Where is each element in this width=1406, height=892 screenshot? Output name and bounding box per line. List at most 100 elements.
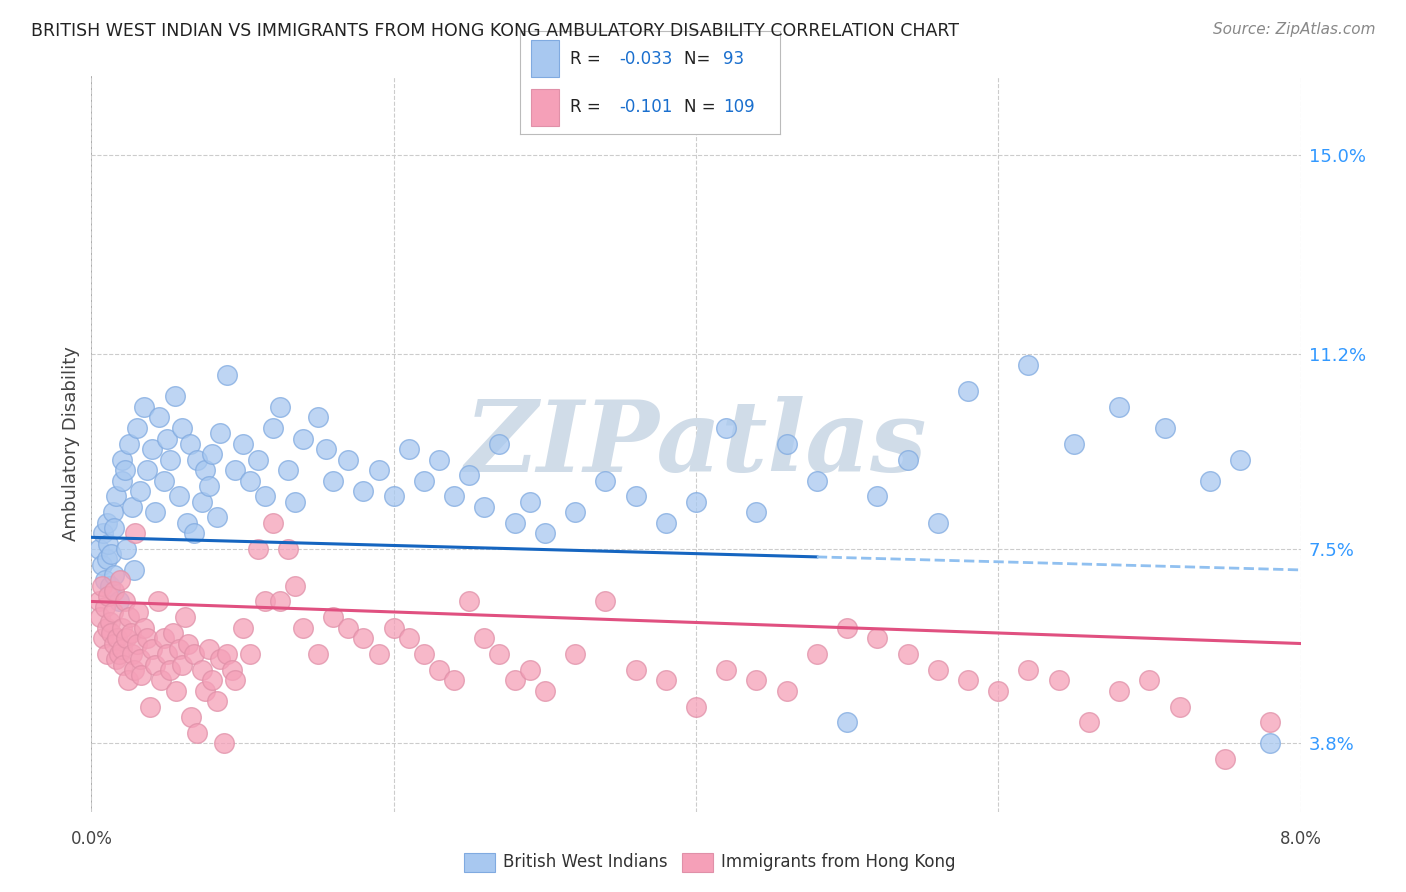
- Point: [217, 647, 239, 661]
- Point: [1153, 421, 1175, 435]
- Point: [337, 621, 360, 635]
- Point: [112, 657, 135, 672]
- Point: [1108, 683, 1130, 698]
- Point: [284, 494, 307, 508]
- Point: [775, 436, 797, 450]
- Point: [221, 663, 243, 677]
- Point: [866, 632, 889, 646]
- Point: [190, 663, 212, 677]
- Point: [835, 621, 858, 635]
- Point: [107, 594, 129, 608]
- Point: [122, 563, 145, 577]
- Point: [382, 489, 405, 503]
- Point: [262, 421, 284, 435]
- Point: [201, 673, 224, 688]
- Point: [488, 436, 510, 450]
- Point: [118, 436, 141, 450]
- Point: [136, 463, 159, 477]
- Point: [654, 673, 676, 688]
- Point: [179, 436, 201, 450]
- Point: [443, 489, 465, 503]
- Point: [533, 683, 555, 698]
- Point: [139, 699, 162, 714]
- Point: [624, 663, 647, 677]
- Text: 93: 93: [723, 50, 744, 68]
- Text: N=: N=: [685, 50, 716, 68]
- Point: [519, 663, 541, 677]
- Point: [987, 683, 1010, 698]
- Point: [472, 632, 495, 646]
- Point: [714, 421, 737, 435]
- Point: [121, 500, 143, 514]
- Point: [413, 474, 436, 488]
- Point: [322, 474, 344, 488]
- Point: [115, 632, 138, 646]
- Point: [806, 647, 828, 661]
- Point: [100, 626, 122, 640]
- Point: [806, 474, 828, 488]
- Point: [172, 657, 194, 672]
- Point: [107, 647, 129, 661]
- Point: [367, 463, 389, 477]
- Text: BRITISH WEST INDIAN VS IMMIGRANTS FROM HONG KONG AMBULATORY DISABILITY CORRELATI: BRITISH WEST INDIAN VS IMMIGRANTS FROM H…: [31, 22, 959, 40]
- Point: [503, 673, 526, 688]
- Point: [239, 647, 262, 661]
- Point: [205, 694, 228, 708]
- Point: [134, 400, 156, 414]
- Point: [148, 410, 170, 425]
- Point: [103, 568, 125, 582]
- Point: [89, 610, 111, 624]
- Point: [194, 463, 217, 477]
- Point: [177, 636, 200, 650]
- Point: [503, 516, 526, 530]
- Text: -0.101: -0.101: [619, 98, 672, 116]
- Point: [167, 641, 190, 656]
- Text: 0.0%: 0.0%: [70, 830, 112, 848]
- Point: [1018, 663, 1040, 677]
- Point: [172, 421, 194, 435]
- Text: Immigrants from Hong Kong: Immigrants from Hong Kong: [721, 853, 956, 871]
- Point: [458, 594, 481, 608]
- Bar: [530, 40, 560, 78]
- Point: [427, 663, 450, 677]
- Text: ZIPatlas: ZIPatlas: [465, 395, 927, 492]
- Point: [108, 574, 131, 588]
- Point: [1213, 752, 1236, 766]
- Point: [413, 647, 436, 661]
- Point: [98, 615, 121, 630]
- Text: 109: 109: [723, 98, 755, 116]
- Point: [307, 410, 329, 425]
- Bar: [530, 88, 560, 126]
- Point: [224, 463, 246, 477]
- Point: [1260, 715, 1282, 730]
- Point: [103, 583, 125, 598]
- Point: [1047, 673, 1070, 688]
- Point: [1108, 400, 1130, 414]
- Point: [564, 505, 586, 519]
- Point: [129, 668, 152, 682]
- Point: [101, 505, 124, 519]
- Point: [141, 442, 163, 456]
- Point: [111, 452, 132, 467]
- Point: [87, 541, 110, 556]
- Point: [111, 641, 132, 656]
- Point: [96, 516, 118, 530]
- Point: [183, 647, 205, 661]
- Point: [114, 463, 136, 477]
- Text: -0.033: -0.033: [619, 50, 672, 68]
- Point: [927, 516, 949, 530]
- Point: [153, 632, 176, 646]
- Point: [162, 626, 184, 640]
- Point: [593, 474, 616, 488]
- Point: [443, 673, 465, 688]
- Point: [156, 647, 179, 661]
- Point: [488, 647, 510, 661]
- Point: [124, 526, 146, 541]
- Point: [284, 579, 307, 593]
- Point: [143, 657, 166, 672]
- Point: [96, 621, 118, 635]
- Point: [101, 605, 124, 619]
- Point: [98, 579, 121, 593]
- Point: [398, 442, 420, 456]
- Point: [337, 452, 360, 467]
